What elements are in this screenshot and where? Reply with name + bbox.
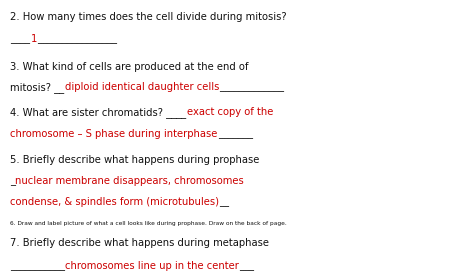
Text: _______: _______ [218, 129, 253, 139]
Text: ________________: ________________ [37, 34, 117, 44]
Text: __: __ [219, 197, 229, 207]
Text: 4. What are sister chromatids? ____: 4. What are sister chromatids? ____ [10, 107, 187, 118]
Text: chromosome – S phase during interphase: chromosome – S phase during interphase [10, 129, 218, 139]
Text: _: _ [10, 176, 16, 186]
Text: _____________: _____________ [219, 82, 284, 92]
Text: ___: ___ [239, 261, 255, 271]
Text: chromosomes line up in the center: chromosomes line up in the center [65, 261, 239, 271]
Text: exact copy of the: exact copy of the [187, 107, 273, 117]
Text: mitosis? __: mitosis? __ [10, 82, 64, 93]
Text: 6. Draw and label picture of what a cell looks like during prophase. Draw on the: 6. Draw and label picture of what a cell… [10, 221, 287, 226]
Text: condense, & spindles form (microtubules): condense, & spindles form (microtubules) [10, 197, 219, 207]
Text: 7. Briefly describe what happens during metaphase: 7. Briefly describe what happens during … [10, 238, 269, 248]
Text: 5. Briefly describe what happens during prophase: 5. Briefly describe what happens during … [10, 155, 260, 165]
Text: ____: ____ [10, 34, 30, 44]
Text: diploid identical daughter cells: diploid identical daughter cells [64, 82, 219, 92]
Text: nuclear membrane disappears, chromosomes: nuclear membrane disappears, chromosomes [16, 176, 244, 186]
Text: ___________: ___________ [10, 261, 65, 271]
Text: 2. How many times does the cell divide during mitosis?: 2. How many times does the cell divide d… [10, 12, 287, 22]
Text: 3. What kind of cells are produced at the end of: 3. What kind of cells are produced at th… [10, 62, 249, 72]
Text: 1: 1 [30, 34, 37, 44]
